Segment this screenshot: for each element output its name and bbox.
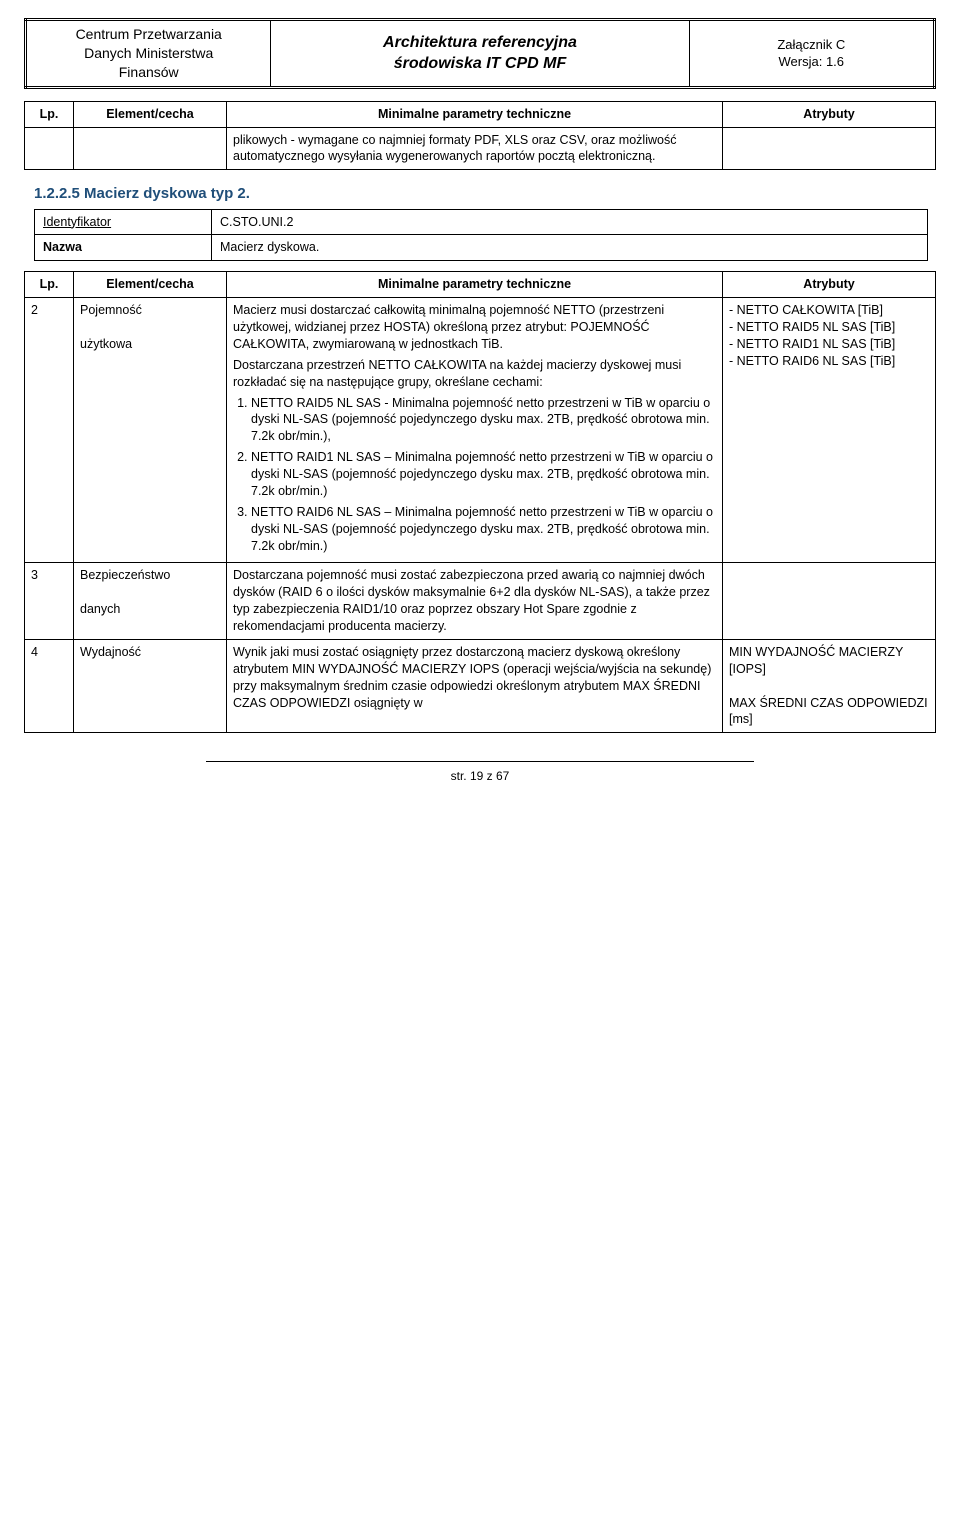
header-center: Architektura referencyjna środowiska IT … [271,20,689,88]
header-right-line1: Załącznik C [777,37,845,52]
document-header: Centrum Przetwarzania Danych Ministerstw… [24,18,936,89]
cell-lp [25,127,74,170]
cell-min: Macierz musi dostarczać całkowitą minima… [227,298,723,563]
th-atr: Atrybuty [723,101,936,127]
cell-lp: 2 [25,298,74,563]
th-element: Element/cecha [74,101,227,127]
table-row: plikowych - wymagane co najmniej formaty… [25,127,936,170]
th-min: Minimalne parametry techniczne [227,272,723,298]
identifier-value: C.STO.UNI.2 [212,209,928,235]
list-item: NETTO RAID6 NL SAS – Minimalna pojemność… [251,504,716,555]
table-row: 4 Wydajność Wynik jaki musi zostać osiąg… [25,639,936,732]
th-element: Element/cecha [74,272,227,298]
header-left-line3: Finansów [119,64,179,80]
ordered-list: NETTO RAID5 NL SAS - Minimalna pojemność… [251,395,716,555]
para: Dostarczana przestrzeń NETTO CAŁKOWITA n… [233,357,716,391]
atr-line: - NETTO RAID1 NL SAS [TiB] [729,337,895,351]
cell-atr: - NETTO CAŁKOWITA [TiB] - NETTO RAID5 NL… [723,298,936,563]
cell-element-line1: Bezpieczeństwo [80,568,170,582]
atr-line: - NETTO CAŁKOWITA [TiB] [729,303,883,317]
cell-element: Bezpieczeństwo danych [74,563,227,640]
atr-line: - NETTO RAID5 NL SAS [TiB] [729,320,895,334]
atr-line: MAX ŚREDNI CZAS ODPOWIEDZI [ms] [729,696,928,727]
cell-min: Dostarczana pojemność musi zostać zabezp… [227,563,723,640]
spec-table-continuation: Lp. Element/cecha Minimalne parametry te… [24,101,936,171]
cell-lp: 4 [25,639,74,732]
table-row: 2 Pojemność użytkowa Macierz musi dostar… [25,298,936,563]
table-row: 3 Bezpieczeństwo danych Dostarczana poje… [25,563,936,640]
cell-min: Wynik jaki musi zostać osiągnięty przez … [227,639,723,732]
atr-line: - NETTO RAID6 NL SAS [TiB] [729,354,895,368]
atr-line: MIN WYDAJNOŚĆ MACIERZY [IOPS] [729,645,903,676]
cell-atr [723,563,936,640]
name-value: Macierz dyskowa. [212,235,928,261]
cell-atr: MIN WYDAJNOŚĆ MACIERZY [IOPS] MAX ŚREDNI… [723,639,936,732]
spec-table-main: Lp. Element/cecha Minimalne parametry te… [24,271,936,733]
page-footer: str. 19 z 67 [206,761,753,784]
section-title: 1.2.2.5 Macierz dyskowa typ 2. [34,184,936,204]
cell-min: plikowych - wymagane co najmniej formaty… [227,127,723,170]
cell-element-line1: Pojemność [80,303,142,317]
cell-element: Wydajność [74,639,227,732]
cell-atr [723,127,936,170]
list-item: NETTO RAID5 NL SAS - Minimalna pojemność… [251,395,716,446]
header-center-line1: Architektura referencyjna [383,34,577,51]
list-item: NETTO RAID1 NL SAS – Minimalna pojemność… [251,449,716,500]
name-label: Nazwa [35,235,212,261]
para: Macierz musi dostarczać całkowitą minima… [233,302,716,353]
cell-element [74,127,227,170]
identifier-table: Identyfikator C.STO.UNI.2 Nazwa Macierz … [34,209,928,262]
identifier-label: Identyfikator [35,209,212,235]
page: Centrum Przetwarzania Danych Ministerstw… [24,18,936,784]
header-center-line2: środowiska IT CPD MF [394,55,566,72]
header-left-line1: Centrum Przetwarzania [76,26,222,42]
header-right-line2: Wersja: 1.6 [779,54,845,69]
header-left: Centrum Przetwarzania Danych Ministerstw… [26,20,271,88]
th-min: Minimalne parametry techniczne [227,101,723,127]
th-lp: Lp. [25,272,74,298]
header-right: Załącznik C Wersja: 1.6 [689,20,934,88]
header-left-line2: Danych Ministerstwa [84,45,213,61]
th-lp: Lp. [25,101,74,127]
th-atr: Atrybuty [723,272,936,298]
cell-lp: 3 [25,563,74,640]
cell-element-line2: użytkowa [80,337,132,351]
cell-element-line2: danych [80,602,120,616]
cell-element: Pojemność użytkowa [74,298,227,563]
